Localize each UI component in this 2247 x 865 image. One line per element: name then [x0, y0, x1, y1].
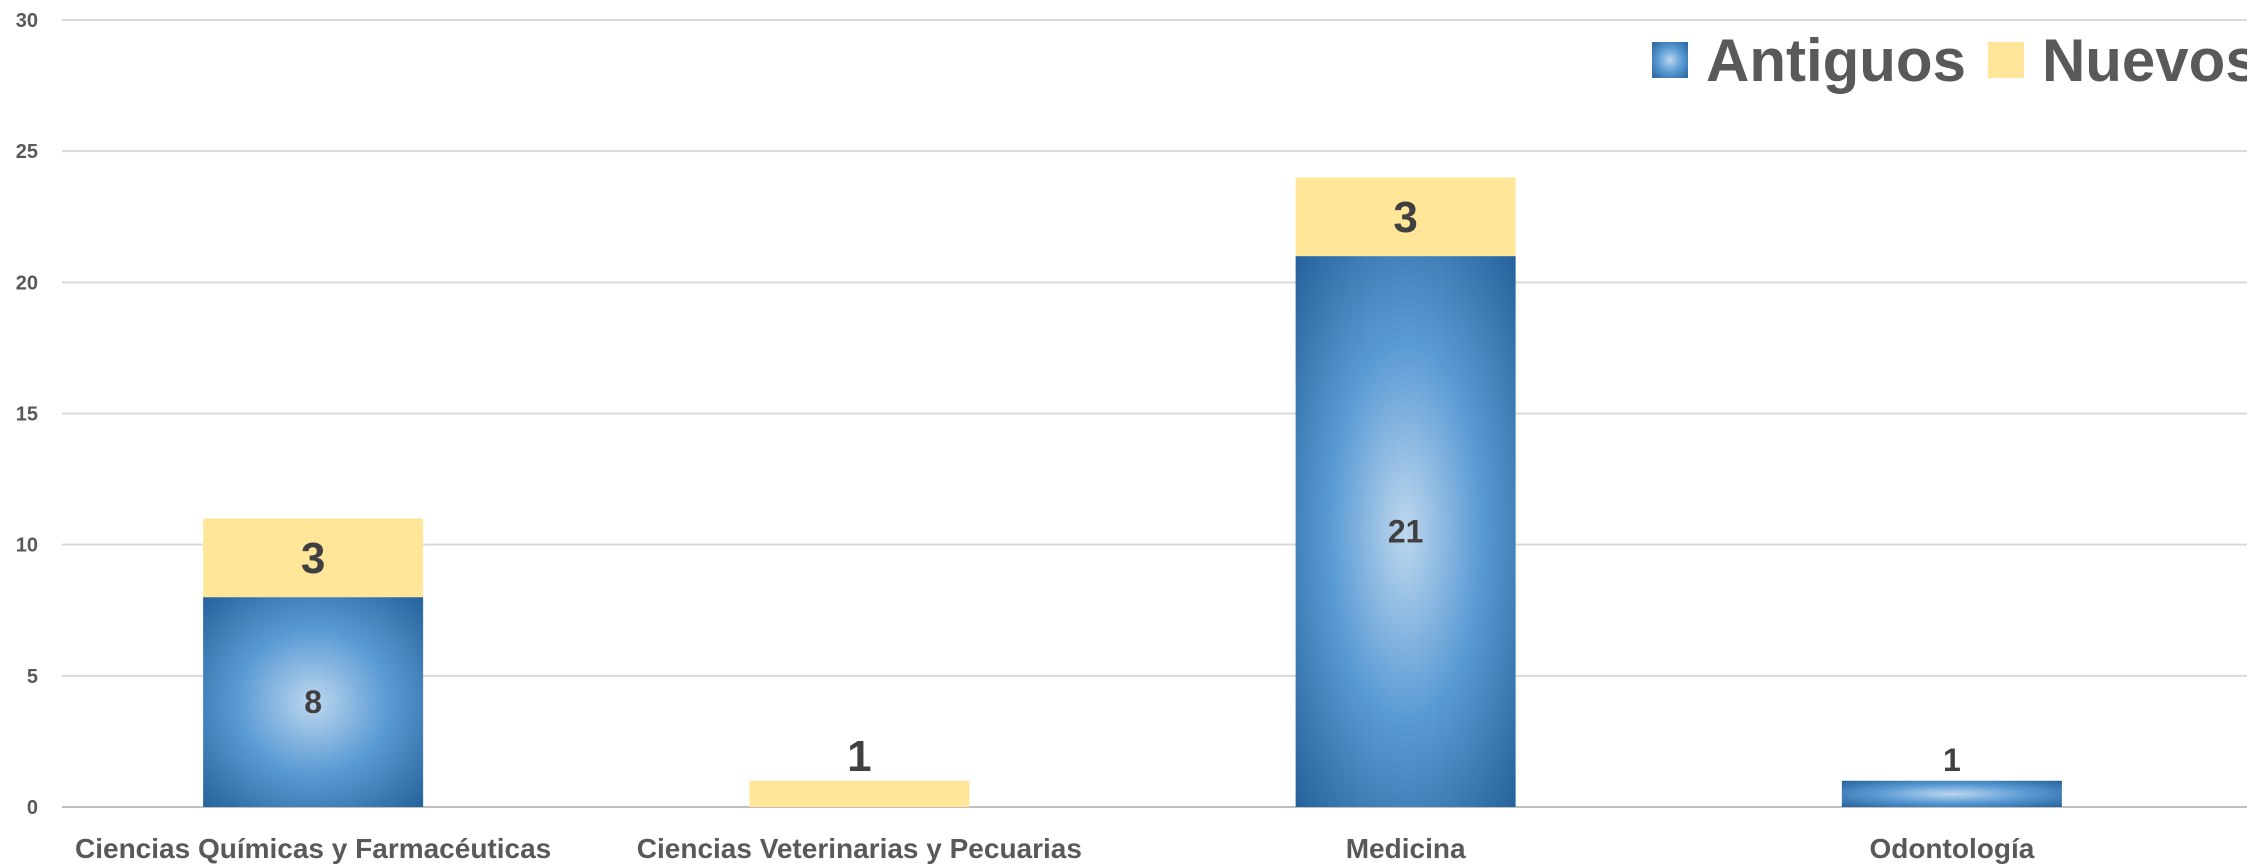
bar-nuevos [1295, 177, 1516, 257]
data-label-antiguos: 21 [1388, 514, 1424, 550]
data-label-antiguos: 8 [304, 684, 322, 720]
bar-antiguos [1295, 256, 1516, 808]
y-tick-label: 20 [16, 272, 38, 294]
y-tick-label: 15 [16, 404, 38, 426]
gridlines [62, 19, 2247, 808]
legend-label-antiguos: Antiguos [1706, 27, 1966, 94]
bar-nuevos [203, 518, 424, 598]
legend-label-nuevos: Nuevos [2042, 27, 2247, 94]
legend-swatch-nuevos [1987, 42, 2024, 78]
y-tick-label: 25 [16, 141, 38, 163]
data-label-antiguos: 1 [1943, 742, 1961, 778]
legend: Antiguos Nuevos [1652, 27, 2247, 94]
y-tick-label: 10 [16, 535, 38, 557]
x-category-label: Ciencias Químicas y Farmacéuticas [75, 833, 551, 864]
x-category-label: Ciencias Veterinarias y Pecuarias [637, 833, 1082, 864]
bar-antiguos [1841, 780, 2062, 807]
legend-swatch-antiguos [1652, 42, 1688, 78]
y-tick-label: 30 [16, 10, 38, 32]
data-label-nuevos: 3 [1393, 193, 1417, 242]
data-label-nuevos: 3 [301, 534, 325, 583]
x-category-label: Medicina [1346, 833, 1466, 864]
data-labels: 8 3 1 21 3 1 [301, 193, 1961, 781]
bar-nuevos [749, 780, 970, 807]
x-axis: Ciencias Químicas y Farmacéuticas Ciencia… [75, 833, 2035, 864]
y-tick-label: 0 [27, 797, 38, 819]
x-category-label: Odontología [1869, 833, 2034, 864]
y-tick-label: 5 [27, 666, 38, 688]
data-label-nuevos: 1 [847, 732, 871, 781]
bar-antiguos [203, 597, 424, 807]
bars [203, 177, 2062, 808]
y-axis: 0 5 10 15 20 25 30 [16, 10, 38, 819]
